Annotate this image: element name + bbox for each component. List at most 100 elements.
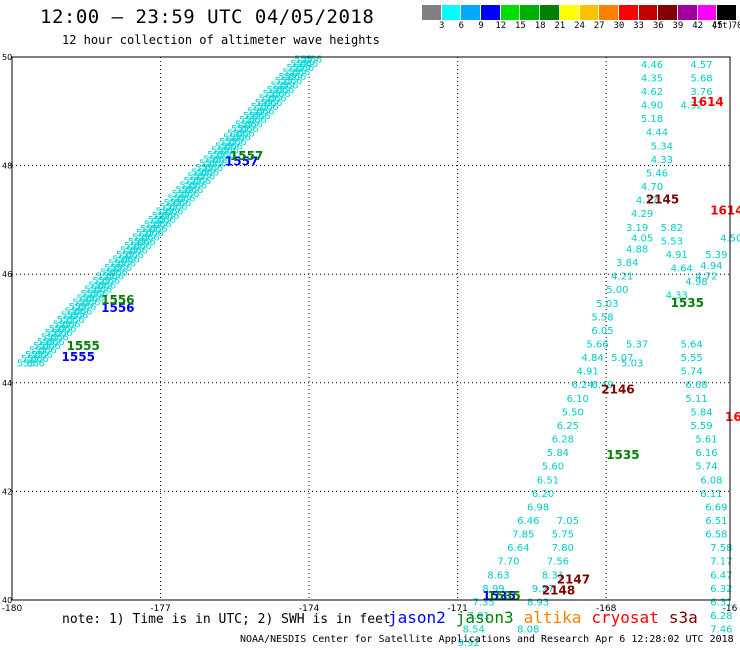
swath-mark: 5.6 — [140, 237, 156, 248]
swath-mark: 5.6 — [282, 80, 298, 91]
swath-mark: 5.6 — [221, 141, 237, 152]
swath-mark: 5.6 — [140, 224, 156, 235]
swath-mark: 5.6 — [171, 189, 187, 200]
swath-mark: 5.6 — [205, 159, 221, 170]
swath-mark: 5.6 — [35, 345, 51, 356]
swath-mark: 5.6 — [217, 146, 233, 157]
swh-value: 4.72 — [695, 272, 717, 283]
swh-value: 8.31 — [542, 570, 564, 581]
swath-mark: 5.6 — [235, 120, 251, 131]
swath-mark: 5.6 — [25, 350, 41, 361]
swath-mark: 5.6 — [94, 280, 110, 291]
swath-mark: 5.6 — [181, 185, 197, 196]
swh-value: 5.61 — [695, 435, 717, 446]
legend-swatch — [540, 5, 560, 20]
swh-value: 9.27 — [532, 584, 554, 595]
credit-line: NOAA/NESDIS Center for Satellite Applica… — [240, 634, 734, 645]
swath-mark: 5.6 — [49, 324, 65, 335]
swh-value: 5.39 — [705, 250, 727, 261]
swath-mark: 5.6 — [259, 94, 275, 105]
swath-mark: 5.6 — [237, 124, 253, 135]
swath-mark: 5.6 — [53, 332, 69, 343]
legend-swatch — [520, 5, 541, 20]
track-time-label: 1535 — [487, 589, 520, 603]
swath-mark: 5.6 — [45, 328, 61, 339]
swath-mark: 5.6 — [122, 250, 138, 261]
legend-tick: 18 — [534, 21, 546, 31]
swh-value: 4.88 — [626, 244, 648, 255]
swath-mark: 5.6 — [195, 176, 211, 187]
swh-value: 5.00 — [606, 285, 628, 296]
swath-mark: 5.6 — [243, 124, 259, 135]
swath-mark: 5.6 — [166, 202, 182, 213]
swath-mark: 5.6 — [227, 128, 243, 139]
swath-mark: 5.6 — [23, 359, 39, 370]
lat-tick-label: 44 — [2, 379, 12, 388]
swh-labels: 4.46 4.57 4.35 5.68 4.62 3.76 4.90 4.32 5.18 4.44… — [458, 60, 740, 649]
legend-swatch — [638, 5, 659, 20]
track-time-label: 1614 — [690, 95, 723, 109]
lon-tick-label: -168 — [596, 604, 617, 614]
swh-value: 7.35 — [473, 597, 495, 608]
swath-mark: 5.6 — [175, 185, 191, 196]
swath-mark: 5.6 — [134, 237, 150, 248]
swh-value: 5.84 — [547, 448, 569, 459]
satellite-key: jason2 jason3 altika cryosat s3a — [388, 608, 708, 627]
swath-mark: 5.6 — [17, 359, 33, 370]
swath-mark: 5.6 — [47, 332, 63, 343]
swath-mark: 5.6 — [288, 67, 304, 78]
satellite-key-jason2: jason2 — [388, 608, 446, 627]
swh-value: 7.70 — [497, 557, 519, 568]
legend-tick: 30 — [613, 21, 625, 31]
swath-mark: 5.6 — [146, 224, 162, 235]
swath-mark: 5.6 — [92, 289, 108, 300]
swh-value: 4.57 — [690, 60, 712, 71]
swh-value: 5.74 — [680, 367, 702, 378]
swh-value: 7.46 — [710, 625, 732, 636]
swh-value: 4.33 — [666, 291, 688, 302]
swh-value: 6.58 — [705, 530, 727, 541]
swath-mark: 5.6 — [72, 298, 88, 309]
swh-value: 6.32 — [710, 584, 732, 595]
swath-mark: 5.6 — [294, 67, 310, 78]
swath-mark: 5.6 — [76, 306, 92, 317]
swath-mark: 5.6 — [51, 328, 67, 339]
swath-mark: 5.6 — [156, 206, 172, 217]
swath-mark: 5.6 — [227, 141, 243, 152]
swath-mark: 5.6 — [49, 337, 65, 348]
swath-mark: 5.6 — [249, 111, 265, 122]
swath-mark: 5.6 — [223, 146, 239, 157]
swh-value: 5.60 — [542, 462, 564, 473]
swath-mark: 5.6 — [82, 293, 98, 304]
swh-value: 6.46 — [517, 516, 539, 527]
swh-value: 8.63 — [487, 570, 509, 581]
swh-value: 4.70 — [641, 182, 663, 193]
swath-mark: 5.6 — [211, 146, 227, 157]
swh-value: 6.98 — [527, 502, 549, 513]
swath-mark: 5.6 — [255, 98, 271, 109]
swath-mark: 5.6 — [39, 341, 55, 352]
swath-mark: 5.6 — [152, 224, 168, 235]
track-time-label: 1557 — [230, 149, 263, 163]
swath-mark: 5.6 — [33, 354, 49, 365]
map-frame — [11, 56, 731, 601]
swath-mark: 5.6 — [199, 159, 215, 170]
swath-mark: 5.6 — [294, 54, 310, 65]
swh-value: 6.08 — [700, 475, 722, 486]
swath-mark: 5.6 — [112, 267, 128, 278]
swh-value: 7.85 — [512, 530, 534, 541]
swath-mark: 5.6 — [233, 128, 249, 139]
swath-mark: 5.6 — [259, 107, 275, 118]
swh-value: 5.53 — [661, 236, 683, 247]
swath-mark: 5.6 — [201, 163, 217, 174]
swath-mark: 5.6 — [80, 289, 96, 300]
swath-mark: 5.6 — [88, 280, 104, 291]
swath-mark: 5.6 — [302, 59, 318, 70]
swath-mark: 5.6 — [191, 167, 207, 178]
swath-mark: 5.6 — [296, 59, 312, 70]
lon-tick-label: -16 — [723, 604, 738, 614]
swath-mark: 5.6 — [74, 302, 90, 313]
swh-value: 8.08 — [517, 625, 539, 636]
swath-mark: 5.6 — [96, 272, 112, 283]
swath-mark: 5.6 — [219, 150, 235, 161]
